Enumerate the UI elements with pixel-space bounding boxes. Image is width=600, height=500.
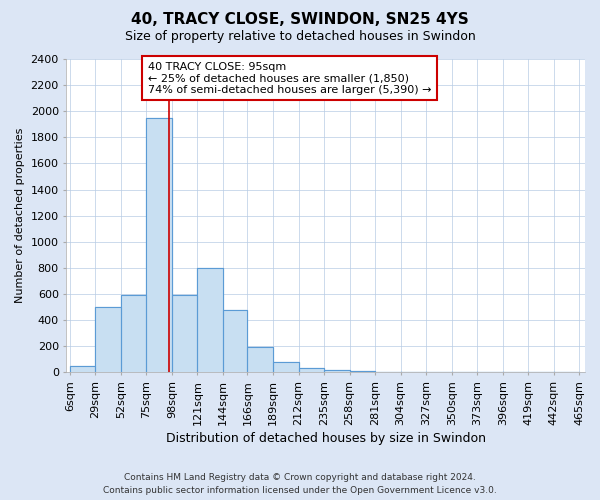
Text: 40, TRACY CLOSE, SWINDON, SN25 4YS: 40, TRACY CLOSE, SWINDON, SN25 4YS [131, 12, 469, 28]
Text: 40 TRACY CLOSE: 95sqm
← 25% of detached houses are smaller (1,850)
74% of semi-d: 40 TRACY CLOSE: 95sqm ← 25% of detached … [148, 62, 431, 95]
Text: Size of property relative to detached houses in Swindon: Size of property relative to detached ho… [125, 30, 475, 43]
X-axis label: Distribution of detached houses by size in Swindon: Distribution of detached houses by size … [166, 432, 486, 445]
Y-axis label: Number of detached properties: Number of detached properties [15, 128, 25, 304]
Text: Contains HM Land Registry data © Crown copyright and database right 2024.
Contai: Contains HM Land Registry data © Crown c… [103, 474, 497, 495]
